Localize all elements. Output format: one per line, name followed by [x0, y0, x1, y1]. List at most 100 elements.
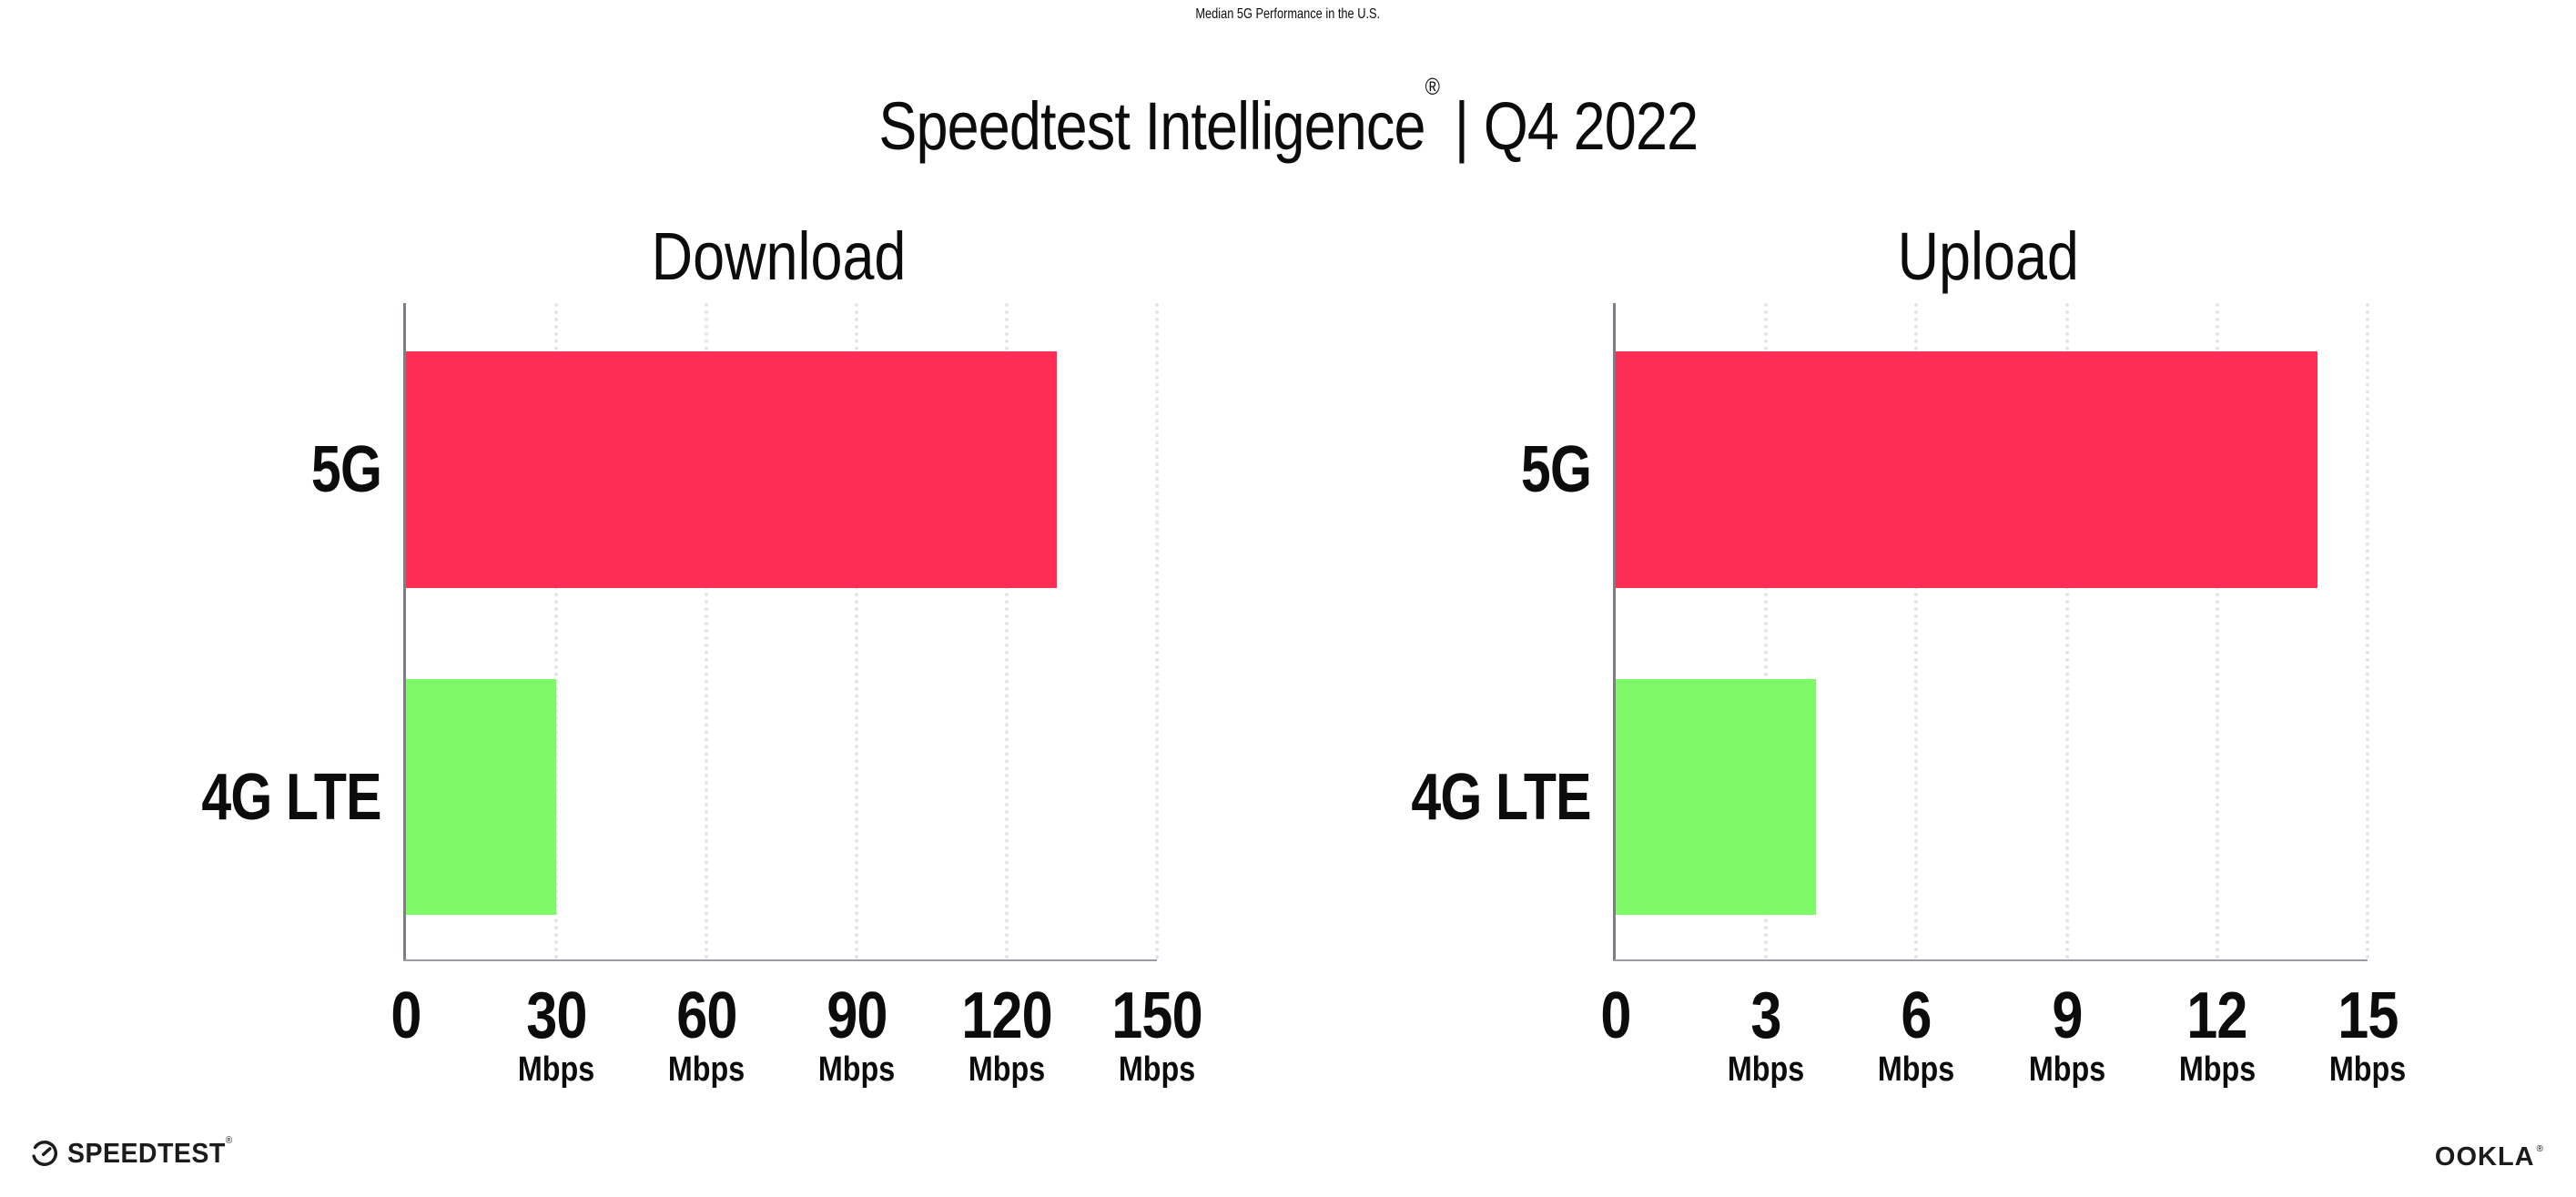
ookla-wordmark: OOKLA — [2434, 1142, 2535, 1172]
subtitle-brand: Speedtest Intelligence — [878, 88, 1425, 164]
x-tick-value: 120 — [953, 983, 1060, 1049]
x-tick-unit-text: Mbps — [2028, 1050, 2105, 1089]
x-tick-value: 3 — [1721, 983, 1811, 1049]
x-tick-90: 90 Mbps — [811, 983, 901, 1087]
speedtest-logo: SPEEDTEST® — [30, 1134, 247, 1170]
x-tick-12: 12 Mbps — [2172, 983, 2262, 1087]
x-tick-unit-text: Mbps — [517, 1050, 595, 1089]
x-tick-row: 0 3 Mbps 6 Mbps 9 Mbps 12 Mbps 15 Mbps — [1600, 983, 2406, 1111]
upload-chart-title: Upload — [1897, 218, 2080, 294]
x-tick-unit: Mbps — [2172, 1052, 2262, 1087]
category-label-text: 5G — [1520, 432, 1592, 506]
x-tick-value-text: 60 — [675, 979, 737, 1052]
speedtest-registered-mark: ® — [225, 1134, 233, 1146]
x-tick-value: 0 — [1597, 983, 1633, 1049]
page-subtitle: Speedtest Intelligence® | Q4 2022 — [0, 75, 2576, 160]
bar-4g-lte — [1616, 678, 1817, 916]
x-tick-0: 0 — [388, 983, 423, 1049]
x-tick-60: 60 Mbps — [661, 983, 751, 1087]
x-tick-unit: Mbps — [1103, 1052, 1210, 1087]
x-tick-value-text: 9 — [2051, 979, 2083, 1052]
x-tick-unit: Mbps — [1721, 1052, 1811, 1087]
bar-5g — [406, 350, 1057, 588]
x-tick-6: 6 Mbps — [1871, 983, 1962, 1087]
x-tick-3: 3 Mbps — [1721, 983, 1811, 1087]
category-label-text: 4G LTE — [1411, 760, 1592, 834]
speedtest-gauge-icon — [32, 1141, 57, 1166]
upload-plot-area: 5G 4G LTE 0 3 Mbps 6 Mbps 9 Mbps 12 Mbps 15 Mbps — [1412, 303, 2406, 1087]
x-tick-unit-text: Mbps — [1728, 1050, 1805, 1089]
subtitle-period: | Q4 2022 — [1438, 88, 1698, 164]
gridline-120 — [1005, 303, 1009, 959]
bar-4g-lte — [406, 678, 556, 916]
gridline-150 — [1155, 303, 1159, 959]
x-tick-value-text: 30 — [525, 979, 587, 1052]
x-axis-line — [1613, 959, 2368, 961]
x-tick-120: 120 Mbps — [953, 983, 1060, 1087]
gridline-30 — [554, 303, 558, 959]
x-tick-15: 15 Mbps — [2322, 983, 2412, 1087]
x-tick-value-text: 3 — [1750, 979, 1782, 1052]
download-plot-area: 5G 4G LTE 0 30 Mbps 60 Mbps 90 Mbps 120 Mbps 150 Mbp… — [202, 303, 1203, 1087]
x-tick-0: 0 — [1597, 983, 1633, 1049]
x-tick-unit-text: Mbps — [2178, 1050, 2256, 1089]
category-label-5g: 5G — [0, 432, 382, 506]
x-tick-9: 9 Mbps — [2022, 983, 2112, 1087]
download-chart-title: Download — [651, 218, 907, 294]
x-tick-value: 6 — [1871, 983, 1962, 1049]
x-tick-unit: Mbps — [1871, 1052, 1962, 1087]
x-tick-value: 9 — [2022, 983, 2112, 1049]
gridline-6 — [1914, 303, 1919, 959]
x-tick-unit: Mbps — [953, 1052, 1060, 1087]
x-axis-line — [403, 959, 1157, 961]
x-tick-30: 30 Mbps — [511, 983, 601, 1087]
x-tick-unit-text: Mbps — [1118, 1050, 1196, 1089]
gridline-90 — [855, 303, 858, 959]
x-tick-value: 150 — [1103, 983, 1210, 1049]
gridline-12 — [2215, 303, 2219, 959]
x-tick-row: 0 30 Mbps 60 Mbps 90 Mbps 120 Mbps 150 Mbps — [390, 983, 1202, 1111]
gridline-60 — [705, 303, 708, 959]
x-tick-unit: Mbps — [2322, 1052, 2412, 1087]
registered-mark: ® — [1425, 73, 1439, 101]
category-label-4g-lte: 4G LTE — [0, 760, 382, 834]
x-tick-value-text: 0 — [1600, 979, 1631, 1052]
x-tick-value-text: 90 — [826, 979, 887, 1052]
x-tick-unit-text: Mbps — [667, 1050, 745, 1089]
ookla-logo: OOKLA ® — [2435, 1142, 2543, 1172]
category-label-text: 4G LTE — [201, 760, 382, 834]
category-label-5g: 5G — [1209, 432, 1592, 506]
subtitle-text: Speedtest Intelligence® | Q4 2022 — [878, 75, 1699, 160]
x-tick-value-text: 12 — [2186, 979, 2248, 1052]
x-tick-unit-text: Mbps — [1878, 1050, 1955, 1089]
speedtest-wordmark: SPEEDTEST® — [67, 1134, 233, 1170]
gridline-15 — [2366, 303, 2369, 959]
x-tick-value-text: 15 — [2337, 979, 2399, 1052]
x-tick-value: 60 — [661, 983, 751, 1049]
x-tick-unit: Mbps — [511, 1052, 601, 1087]
x-tick-unit-text: Mbps — [2328, 1050, 2407, 1089]
x-tick-value-text: 0 — [390, 979, 421, 1052]
category-label-text: 5G — [310, 432, 382, 506]
x-tick-unit-text: Mbps — [968, 1050, 1046, 1089]
bar-5g — [1616, 350, 2317, 588]
chart-header: Median 5G Performance in the U.S. — [0, 7, 2576, 22]
ookla-registered-mark: ® — [2536, 1144, 2543, 1154]
x-tick-value-text: 150 — [1111, 979, 1202, 1052]
x-tick-unit: Mbps — [2022, 1052, 2112, 1087]
x-tick-value: 15 — [2322, 983, 2412, 1049]
speedtest-label: SPEEDTEST — [67, 1137, 226, 1169]
category-label-4g-lte: 4G LTE — [1209, 760, 1592, 834]
x-tick-value: 0 — [388, 983, 423, 1049]
x-tick-unit-text: Mbps — [817, 1050, 896, 1089]
x-tick-value-text: 6 — [1901, 979, 1932, 1052]
page-title: Median 5G Performance in the U.S. — [1195, 6, 1381, 22]
gridline-9 — [2064, 303, 2069, 959]
x-tick-value: 90 — [811, 983, 901, 1049]
x-tick-150: 150 Mbps — [1103, 983, 1210, 1087]
x-tick-value: 30 — [511, 983, 601, 1049]
x-tick-value: 12 — [2172, 983, 2262, 1049]
x-tick-unit: Mbps — [661, 1052, 751, 1087]
